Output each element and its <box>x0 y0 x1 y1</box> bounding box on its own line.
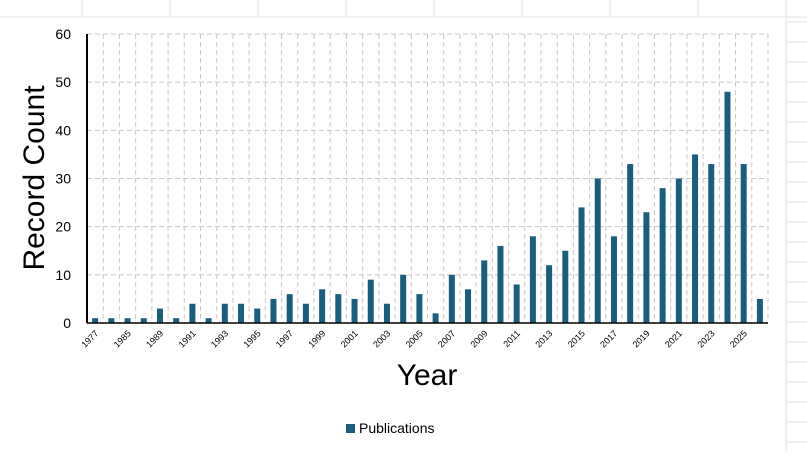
x-tick-label: 2013 <box>533 328 554 349</box>
bar <box>383 303 390 323</box>
y-tick-label: 50 <box>55 74 71 90</box>
bar <box>140 318 147 323</box>
bar <box>205 318 212 323</box>
y-tick-label: 10 <box>55 267 71 283</box>
bar <box>692 154 699 323</box>
y-axis-title: Record Count <box>18 85 51 271</box>
x-tick-label: 2017 <box>598 328 619 349</box>
x-tick-label: 1997 <box>274 328 295 349</box>
bar <box>432 313 439 323</box>
x-tick-label: 2007 <box>436 328 457 349</box>
bar <box>319 289 326 323</box>
bar <box>173 318 180 323</box>
bar <box>221 303 228 323</box>
x-tick-label: 1985 <box>112 328 133 349</box>
bar <box>286 294 293 323</box>
bar <box>627 164 634 323</box>
bars-layer <box>92 91 763 323</box>
bar <box>708 164 715 323</box>
x-tick-label: 2009 <box>468 328 489 349</box>
y-tick-label: 40 <box>55 122 71 138</box>
bar <box>465 289 472 323</box>
bar <box>238 303 245 323</box>
bar <box>335 294 342 323</box>
bar <box>497 245 504 323</box>
bar <box>578 207 585 323</box>
bar <box>610 236 617 323</box>
bar <box>594 178 601 323</box>
bar <box>108 318 115 323</box>
bar <box>481 260 488 323</box>
x-tick-label: 2025 <box>728 328 749 349</box>
bar <box>562 250 569 323</box>
bar <box>367 279 374 323</box>
legend: Publications <box>346 418 435 438</box>
x-tick-label: 1993 <box>209 328 230 349</box>
bar <box>448 274 455 323</box>
x-tick-label: 1999 <box>306 328 327 349</box>
bar <box>92 318 99 323</box>
x-tick-label: 1991 <box>177 328 198 349</box>
x-tick-label: 1989 <box>144 328 165 349</box>
x-axis-title: Year <box>397 359 458 392</box>
y-tick-label: 30 <box>55 171 71 187</box>
x-tick-label: 2005 <box>404 328 425 349</box>
bar <box>546 265 553 323</box>
x-tick-label: 2015 <box>566 328 587 349</box>
grid-layer <box>87 33 769 323</box>
x-tick-label: 2023 <box>695 328 716 349</box>
bar <box>724 91 731 323</box>
bar <box>156 308 163 323</box>
bar <box>416 294 423 323</box>
bar <box>675 178 682 323</box>
bar <box>189 303 196 323</box>
bar <box>740 164 747 323</box>
y-tick-label: 20 <box>55 219 71 235</box>
bar <box>659 188 666 323</box>
x-tick-label: 2021 <box>663 328 684 349</box>
x-tick-label: 1995 <box>241 328 262 349</box>
bar <box>270 298 277 323</box>
bar <box>124 318 131 323</box>
bar <box>400 274 407 323</box>
y-tick-label: 60 <box>55 26 71 42</box>
bar <box>302 303 309 323</box>
x-tick-label: 1977 <box>79 328 100 349</box>
legend-swatch <box>346 423 355 433</box>
bar <box>351 298 358 323</box>
legend-label: Publications <box>359 420 435 436</box>
bar <box>254 308 261 323</box>
y-tick-label: 0 <box>63 315 71 331</box>
bar <box>529 236 536 323</box>
x-tick-label: 2001 <box>339 328 360 349</box>
x-tick-label: 2011 <box>501 328 522 349</box>
bar <box>513 284 520 323</box>
x-tick-label: 2003 <box>371 328 392 349</box>
bar <box>643 212 650 323</box>
bar <box>756 298 763 323</box>
x-tick-label: 2019 <box>631 328 652 349</box>
